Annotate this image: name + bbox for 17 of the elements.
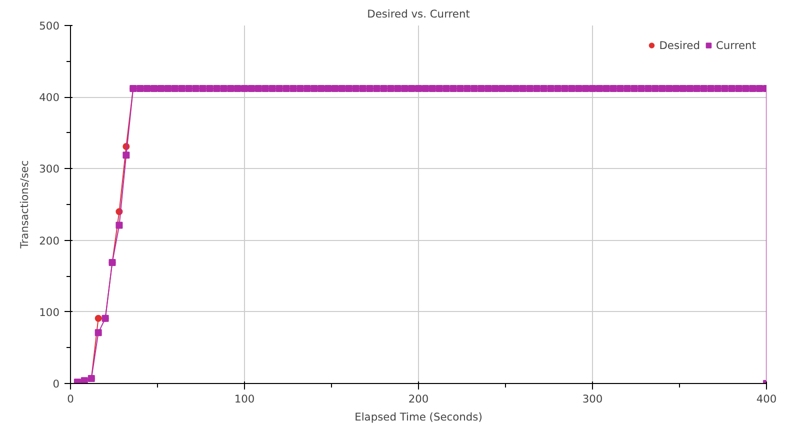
x-tick-label: 0	[67, 392, 74, 406]
point	[94, 314, 102, 322]
y-tick-label: 400	[39, 91, 60, 104]
y-tick-label: 500	[39, 20, 60, 32]
x-axis-title: Elapsed Time (Seconds)	[354, 410, 482, 424]
legend-label: Desired	[659, 38, 700, 52]
y-tick-label: 100	[39, 306, 60, 319]
x-tick-label: 100	[234, 392, 255, 406]
x-tick-label: 400	[756, 392, 777, 406]
y-tick-label: 200	[39, 234, 60, 248]
chart-title: Desired vs. Current	[367, 8, 470, 20]
x-tick-label: 200	[408, 392, 429, 406]
y-axis-title: Transactions/sec	[18, 160, 32, 250]
x-tick-label: 300	[582, 392, 603, 406]
y-tick-label: 0	[52, 378, 60, 390]
legend-label: Current	[716, 38, 756, 52]
y-tick-label: 300	[39, 162, 60, 176]
